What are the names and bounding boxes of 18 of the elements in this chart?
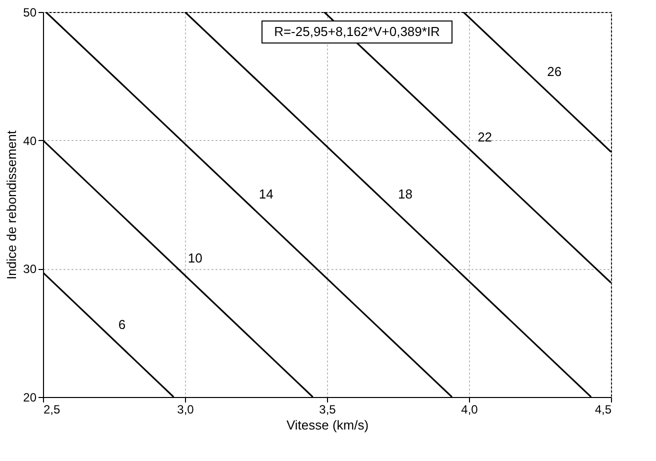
series-label: 10 bbox=[188, 250, 202, 266]
y-tick-label: 50 bbox=[23, 6, 37, 20]
x-tick-label: 4,5 bbox=[594, 402, 612, 416]
x-axis-title: Vitesse (km/s) bbox=[286, 418, 369, 432]
series-label: 26 bbox=[547, 64, 562, 79]
series-label: 22 bbox=[478, 129, 492, 144]
series-label: 6 bbox=[118, 316, 126, 332]
x-tick-label: 3,5 bbox=[319, 402, 336, 416]
y-tick-label: 30 bbox=[23, 262, 37, 276]
annotation: R=-25,95+8,162*V+0,389*IR bbox=[274, 24, 440, 39]
series-label: 14 bbox=[258, 186, 274, 202]
y-tick-label: 40 bbox=[23, 134, 37, 148]
x-tick-label: 3,0 bbox=[177, 402, 194, 416]
x-tick-label: 4,0 bbox=[461, 402, 478, 416]
x-tick-label: 2,5 bbox=[44, 402, 61, 416]
series-label: 18 bbox=[398, 186, 413, 202]
y-tick-label: 20 bbox=[23, 390, 37, 404]
y-axis-title: Indice de rebondissement bbox=[4, 130, 20, 280]
